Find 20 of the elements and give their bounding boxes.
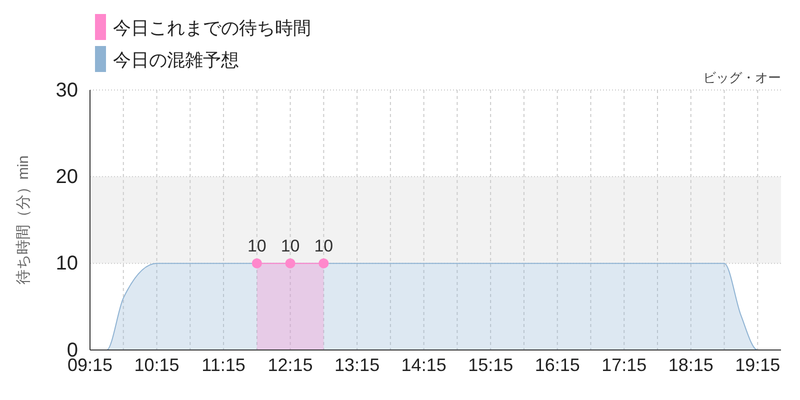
x-tick-label: 14:15	[401, 354, 446, 375]
data-label: 10	[314, 236, 334, 256]
y-tick-label: 30	[56, 79, 78, 102]
x-tick-label: 13:15	[334, 354, 380, 375]
x-tick-label: 10:15	[134, 354, 180, 375]
chart-subtitle: ビッグ・オー	[703, 70, 781, 85]
x-tick-label: 19:15	[735, 354, 780, 375]
x-tick-label: 18:15	[668, 354, 714, 375]
x-tick-label: 17:15	[602, 354, 647, 375]
data-label: 10	[280, 236, 300, 256]
legend-label: 今日これまでの待ち時間	[113, 18, 311, 38]
y-tick-label: 10	[56, 252, 78, 275]
x-tick-label: 11:15	[202, 354, 246, 375]
x-tick-label: 16:15	[534, 354, 580, 375]
x-tick-label: 12:15	[268, 354, 313, 375]
legend-label: 今日の混雑予想	[113, 50, 239, 70]
data-label: 10	[247, 236, 266, 256]
x-tick-label: 15:15	[468, 354, 514, 375]
y-axis-title: 待ち時間（分）min	[15, 155, 32, 285]
y-tick-label: 20	[56, 166, 78, 188]
